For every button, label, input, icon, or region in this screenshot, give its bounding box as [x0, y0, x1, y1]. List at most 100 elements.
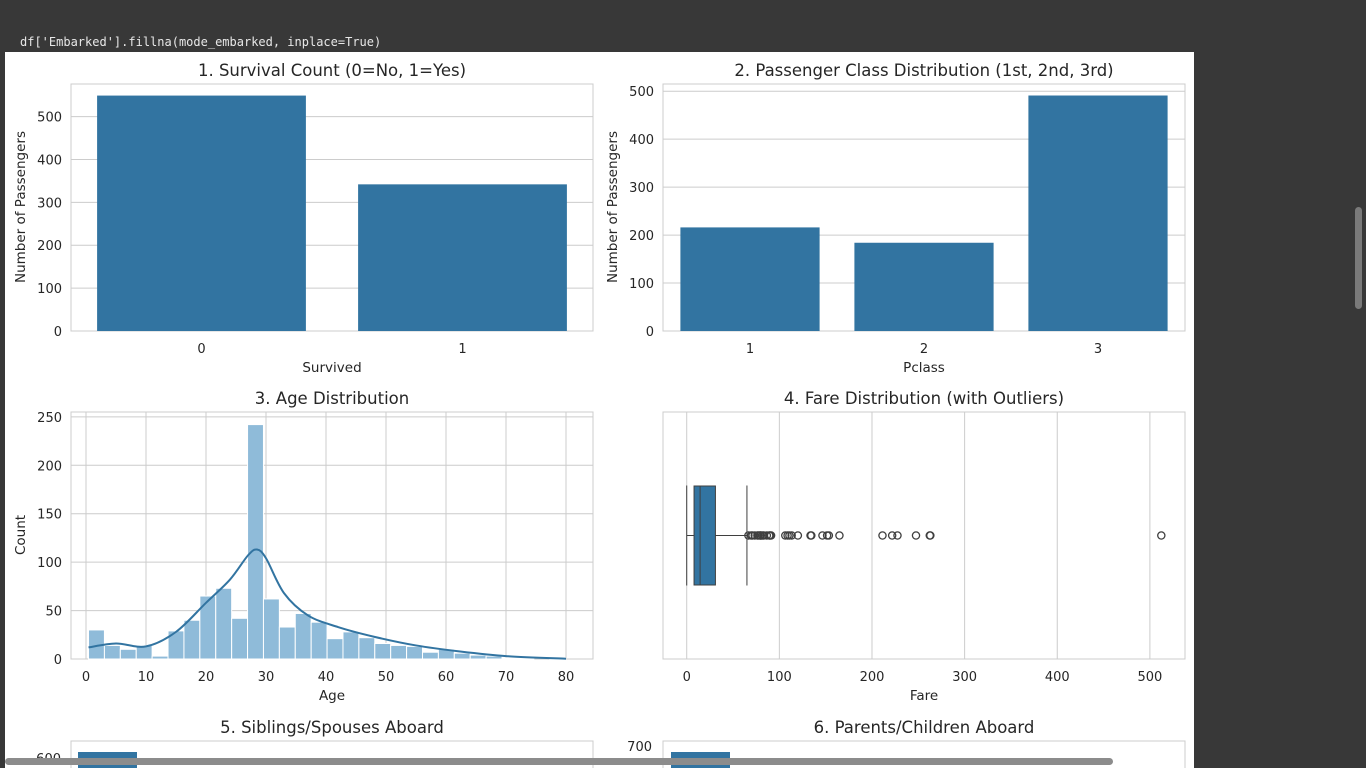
- histogram-bar: [294, 612, 312, 660]
- chart-title: 6. Parents/Children Aboard: [814, 718, 1035, 737]
- figure-output-panel: 1. Survival Count (0=No, 1=Yes) 0 100 200 3…: [5, 52, 1194, 768]
- histogram-bar: [390, 644, 408, 660]
- outlier-point: [824, 531, 834, 540]
- y-tick-label: 500: [37, 111, 62, 126]
- x-tick-label: 100: [767, 670, 792, 685]
- histogram-bar: [183, 619, 201, 660]
- plot-frame: [70, 411, 594, 660]
- histogram-bar: [278, 626, 296, 660]
- histogram-bar: [501, 657, 519, 660]
- outlier-point: [878, 531, 887, 540]
- y-tick-label: 400: [629, 133, 654, 148]
- bar: [358, 184, 567, 331]
- x-tick-label: 10: [138, 670, 155, 685]
- chart-title: 2. Passenger Class Distribution (1st, 2n…: [734, 61, 1113, 80]
- bar: [1028, 95, 1168, 331]
- outlier-point: [818, 531, 827, 540]
- bar: [854, 242, 994, 331]
- y-tick-label: 0: [646, 325, 654, 340]
- plot-frame: [70, 740, 594, 768]
- y-tick-label: 700: [627, 740, 652, 755]
- outlier-point: [1157, 531, 1166, 540]
- x-tick-label: 0: [683, 670, 691, 685]
- outlier-point: [835, 531, 844, 540]
- chart-title: 1. Survival Count (0=No, 1=Yes): [198, 61, 466, 80]
- outlier-point: [762, 531, 772, 540]
- outlier-point: [807, 531, 816, 540]
- y-tick-label: 200: [37, 459, 62, 474]
- x-tick-label: 20: [198, 670, 215, 685]
- chart-title: 3. Age Distribution: [255, 389, 409, 408]
- histogram-bar: [262, 598, 280, 660]
- x-tick-label: 3: [1094, 342, 1102, 357]
- y-tick-label: 250: [37, 411, 62, 426]
- histogram-bar: [469, 654, 487, 660]
- x-tick-label: 2: [920, 342, 928, 357]
- chart-title: 4. Fare Distribution (with Outliers): [784, 389, 1064, 408]
- x-axis-label: Survived: [302, 360, 361, 376]
- x-tick-label: 0: [82, 670, 90, 685]
- x-axis-label: Pclass: [903, 360, 945, 376]
- y-tick-label: 100: [37, 282, 62, 297]
- bar: [680, 227, 820, 331]
- x-axis-label: Age: [319, 688, 345, 704]
- y-tick-label: 0: [54, 653, 62, 668]
- subplot-survival-count: 1. Survival Count (0=No, 1=Yes) 0 100 200 3…: [13, 61, 594, 376]
- y-tick-label: 100: [37, 556, 62, 571]
- histogram-bar: [310, 621, 328, 660]
- histogram-bar: [231, 617, 249, 660]
- subplot-pclass-distribution: 2. Passenger Class Distribution (1st, 2n…: [605, 61, 1186, 376]
- x-tick-label: 40: [318, 670, 335, 685]
- histogram-bar: [406, 645, 423, 660]
- histogram-bar: [374, 643, 392, 660]
- histogram-bar: [421, 651, 439, 660]
- x-axis-label: Fare: [910, 688, 938, 704]
- x-tick-label: 200: [860, 670, 885, 685]
- outlier-point: [911, 531, 921, 540]
- plot-frame: [662, 740, 1186, 768]
- histogram-bar: [326, 638, 344, 660]
- y-tick-label: 50: [45, 605, 62, 620]
- y-tick-label: 300: [629, 181, 654, 196]
- histogram-bar: [247, 424, 264, 660]
- y-axis-label: Count: [13, 515, 29, 555]
- x-tick-label: 80: [558, 670, 575, 685]
- histogram-bar: [358, 637, 376, 660]
- y-tick-label: 0: [54, 325, 62, 340]
- y-tick-label: 100: [629, 277, 654, 292]
- histogram-bar: [342, 631, 360, 660]
- histogram-bar: [135, 644, 153, 660]
- outlier-point: [926, 531, 935, 540]
- y-axis-label: Number of Passengers: [605, 131, 621, 283]
- outlier-point: [766, 531, 776, 540]
- y-tick-label: 150: [37, 508, 62, 523]
- figure-canvas: 1. Survival Count (0=No, 1=Yes) 01002003…: [13, 61, 1186, 768]
- y-tick-label: 200: [629, 229, 654, 244]
- x-tick-label: 0: [197, 342, 205, 357]
- x-tick-label: 30: [258, 670, 275, 685]
- box-iqr: [693, 485, 716, 586]
- subplot-fare-distribution: 4. Fare Distribution (with Outliers) 0 10…: [662, 389, 1186, 704]
- outlier-point: [793, 531, 803, 540]
- vertical-scrollbar[interactable]: [1355, 207, 1362, 309]
- outlier-point: [893, 531, 902, 540]
- y-axis-label: Number of Passengers: [13, 131, 29, 283]
- horizontal-scrollbar[interactable]: [5, 758, 1113, 765]
- subplot-age-distribution: 3. Age Distribution 0 50 100 150 200 250 0 10 2…: [13, 389, 594, 704]
- y-tick-label: 300: [37, 196, 62, 211]
- y-tick-label: 500: [629, 85, 654, 100]
- histogram-bar: [453, 652, 471, 660]
- outlier-point: [781, 531, 790, 540]
- kde-line: [88, 548, 567, 660]
- histogram-bar: [151, 655, 169, 660]
- outlier-point: [744, 531, 753, 540]
- x-tick-label: 60: [438, 670, 455, 685]
- x-tick-label: 70: [498, 670, 515, 685]
- outlier-point: [787, 531, 796, 540]
- x-tick-label: 300: [952, 670, 977, 685]
- x-tick-label: 50: [378, 670, 395, 685]
- y-tick-label: 200: [37, 239, 62, 254]
- chart-title: 5. Siblings/Spouses Aboard: [220, 718, 444, 737]
- y-tick-label: 400: [37, 153, 62, 168]
- code-cell-line: df['Embarked'].fillna(mode_embarked, inp…: [20, 35, 382, 49]
